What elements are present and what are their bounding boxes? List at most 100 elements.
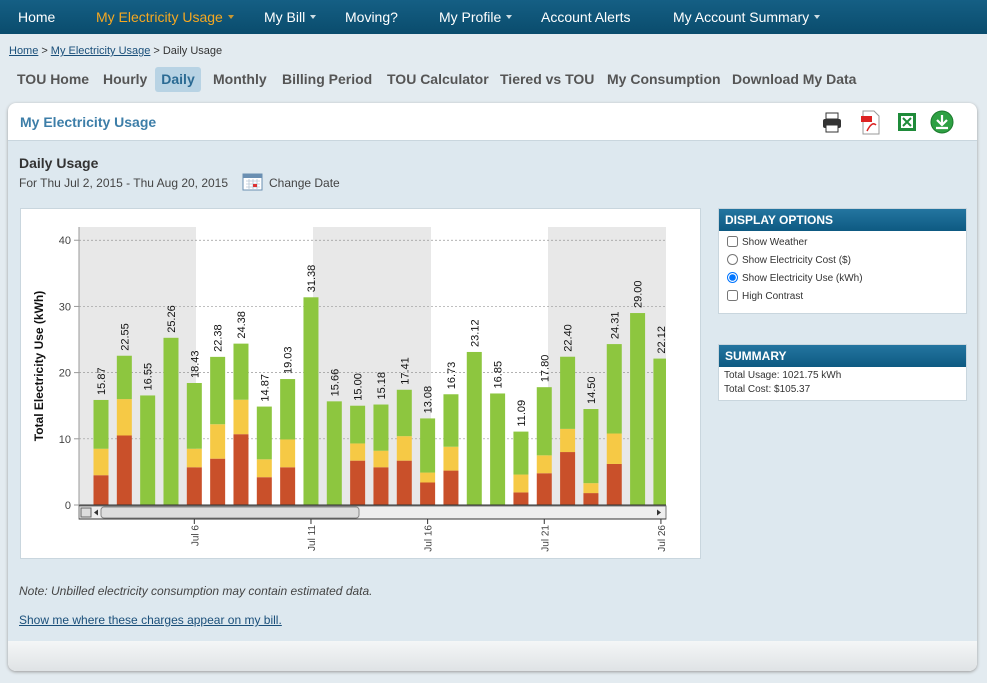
checkbox[interactable] bbox=[727, 236, 738, 247]
bar-segment bbox=[420, 472, 436, 483]
value-label: 23.12 bbox=[469, 319, 481, 347]
bar-segment bbox=[280, 439, 296, 468]
bar-segment bbox=[513, 431, 529, 475]
nav-label[interactable]: Account Alerts bbox=[541, 9, 631, 25]
bar-segment bbox=[536, 455, 552, 474]
nav-label[interactable]: Home bbox=[18, 9, 56, 25]
option-label: High Contrast bbox=[742, 291, 804, 302]
tab[interactable]: TOU Home bbox=[17, 71, 90, 87]
value-label: 16.55 bbox=[143, 363, 155, 391]
crumb[interactable]: My Electricity Usage bbox=[50, 45, 151, 57]
bar-segment bbox=[373, 450, 389, 468]
separator: > bbox=[41, 45, 48, 57]
value-label: 24.38 bbox=[236, 311, 248, 339]
panel-title: My Electricity Usage bbox=[20, 114, 157, 130]
nav-item[interactable]: My Account Summary bbox=[673, 9, 821, 25]
bar-segment bbox=[186, 448, 202, 468]
value-label: 14.50 bbox=[586, 376, 598, 404]
nav-item[interactable]: My Bill bbox=[264, 9, 317, 25]
tab[interactable]: TOU Calculator bbox=[387, 71, 489, 87]
nav-label[interactable]: My Profile bbox=[439, 9, 502, 25]
bar-segment bbox=[630, 313, 646, 505]
nav-item[interactable]: My Profile bbox=[439, 9, 513, 25]
tab[interactable]: Monthly bbox=[213, 71, 267, 87]
tab[interactable]: Tiered vs TOU bbox=[500, 71, 595, 87]
y-axis-label: Total Electricity Use (kWh) bbox=[32, 291, 46, 441]
value-label: 24.31 bbox=[609, 312, 621, 340]
value-label: 15.18 bbox=[376, 372, 388, 400]
bar-segment bbox=[466, 351, 482, 505]
pdf-icon[interactable] bbox=[861, 110, 880, 135]
y-tick-label: 40 bbox=[59, 235, 71, 247]
option-label: Show Electricity Use (kWh) bbox=[742, 273, 863, 284]
summary-line: Total Cost: $105.37 bbox=[724, 384, 811, 395]
nav-label[interactable]: My Bill bbox=[264, 9, 306, 25]
nav-item[interactable]: Moving? bbox=[345, 9, 398, 25]
bar-segment bbox=[116, 399, 132, 436]
print-icon[interactable] bbox=[823, 112, 841, 133]
tab[interactable]: Download My Data bbox=[732, 71, 857, 87]
bar-segment bbox=[513, 492, 529, 505]
x-tick-label: Jul 16 bbox=[424, 525, 435, 552]
toolbar-icons bbox=[823, 110, 954, 135]
bar-segment bbox=[606, 463, 622, 505]
summary: SUMMARY Total Usage: 1021.75 kWh Total Cos… bbox=[718, 344, 967, 401]
separator: > bbox=[153, 45, 160, 57]
bar-segment bbox=[560, 356, 576, 429]
download-icon[interactable] bbox=[930, 110, 954, 134]
radio[interactable] bbox=[727, 272, 738, 283]
crumb[interactable]: Home bbox=[9, 45, 39, 57]
chart: 0 10 20 30 40 15.87 22.55 16.55 25.26 18.43 22.38… bbox=[20, 208, 701, 559]
bar-segment bbox=[560, 428, 576, 453]
nav-label[interactable]: Moving? bbox=[345, 9, 398, 25]
tab[interactable]: Daily bbox=[155, 67, 201, 92]
nav-label[interactable]: My Account Summary bbox=[673, 9, 810, 25]
y-tick-label: 30 bbox=[59, 301, 71, 313]
bar-segment bbox=[186, 467, 202, 505]
nav-item[interactable]: Home bbox=[18, 9, 55, 25]
nav-label[interactable]: My Electricity Usage bbox=[96, 9, 223, 25]
bar-segment bbox=[280, 467, 296, 505]
bar-segment bbox=[443, 446, 459, 471]
bar-segment bbox=[116, 435, 132, 505]
option[interactable]: Show Weather bbox=[719, 234, 966, 252]
bar-segment bbox=[326, 401, 342, 505]
option[interactable]: High Contrast bbox=[719, 288, 966, 306]
y-tick-label: 10 bbox=[59, 434, 71, 446]
option[interactable]: Show Electricity Cost ($) bbox=[719, 252, 966, 270]
y-tick-label: 20 bbox=[59, 368, 71, 380]
bill-link[interactable]: Show me where these charges appear on my… bbox=[19, 613, 282, 627]
bar-segment bbox=[536, 387, 552, 456]
value-label: 22.38 bbox=[213, 324, 225, 352]
nav-bar: Home My Electricity Usage My Bill Moving? My… bbox=[0, 0, 987, 34]
tab[interactable]: Hourly bbox=[103, 71, 148, 87]
bar-segment bbox=[606, 433, 622, 464]
bar-segment bbox=[256, 406, 272, 460]
radio[interactable] bbox=[727, 254, 738, 265]
note: Note: Unbilled electricity consumption m… bbox=[19, 584, 373, 598]
crumb: Daily Usage bbox=[162, 45, 223, 57]
value-label: 22.40 bbox=[563, 324, 575, 352]
nav-item[interactable]: Account Alerts bbox=[541, 9, 631, 25]
caret bbox=[227, 15, 234, 19]
scrollbar[interactable] bbox=[78, 505, 667, 520]
checkbox[interactable] bbox=[727, 290, 738, 301]
calendar-icon[interactable] bbox=[242, 172, 264, 192]
excel-icon[interactable] bbox=[898, 113, 916, 131]
value-label: 31.38 bbox=[306, 265, 318, 293]
bar-segment bbox=[280, 379, 296, 440]
bar-segment bbox=[350, 443, 366, 461]
nav-item[interactable]: My Electricity Usage bbox=[96, 9, 234, 25]
display-options: DISPLAY OPTIONS Show Weather Show Electric… bbox=[718, 208, 967, 314]
bar-segment bbox=[350, 405, 366, 444]
tab[interactable]: My Consumption bbox=[607, 71, 721, 87]
x-tick-label: Jul 26 bbox=[657, 525, 668, 552]
value-label: 16.73 bbox=[446, 362, 458, 390]
value-label: 13.08 bbox=[423, 386, 435, 414]
bar-segment bbox=[256, 459, 272, 478]
bar-segment bbox=[420, 418, 436, 473]
change-date[interactable]: Change Date bbox=[269, 176, 340, 190]
bars: 15.87 22.55 16.55 25.26 18.43 22.38 24.38 14.87… bbox=[93, 265, 666, 505]
option[interactable]: Show Electricity Use (kWh) bbox=[719, 270, 966, 288]
tab[interactable]: Billing Period bbox=[282, 71, 373, 87]
